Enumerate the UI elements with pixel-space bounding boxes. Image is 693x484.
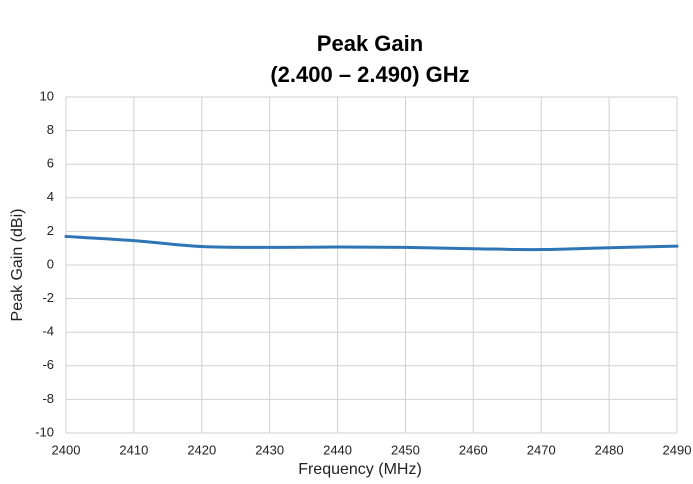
chart-subtitle: (2.400 – 2.490) GHz (270, 62, 469, 87)
x-tick-label: 2490 (663, 442, 692, 457)
y-tick-label: 6 (47, 156, 54, 171)
y-tick-label: 2 (47, 223, 54, 238)
y-tick-label: -10 (35, 424, 54, 439)
x-tick-label: 2460 (459, 442, 488, 457)
x-tick-label: 2410 (119, 442, 148, 457)
y-tick-label: -6 (42, 357, 54, 372)
x-axis-label: Frequency (MHz) (298, 461, 422, 478)
x-tick-label: 2450 (391, 442, 420, 457)
y-tick-label: 10 (40, 88, 54, 103)
x-tick-label: 2420 (187, 442, 216, 457)
x-tick-label: 2480 (595, 442, 624, 457)
y-tick-label: 4 (47, 189, 54, 204)
x-tick-label: 2470 (527, 442, 556, 457)
y-tick-label: -2 (42, 290, 54, 305)
y-tick-label: -8 (42, 391, 54, 406)
y-tick-label: 8 (47, 122, 54, 137)
chart-title: Peak Gain (317, 31, 423, 56)
y-axis-label: Peak Gain (dBi) (9, 209, 26, 322)
x-tick-label: 2440 (323, 442, 352, 457)
x-tick-label: 2400 (52, 442, 81, 457)
x-tick-label: 2430 (255, 442, 284, 457)
data-line (64, 234, 679, 252)
y-tick-label: 0 (47, 256, 54, 271)
y-tick-label: -4 (42, 324, 54, 339)
